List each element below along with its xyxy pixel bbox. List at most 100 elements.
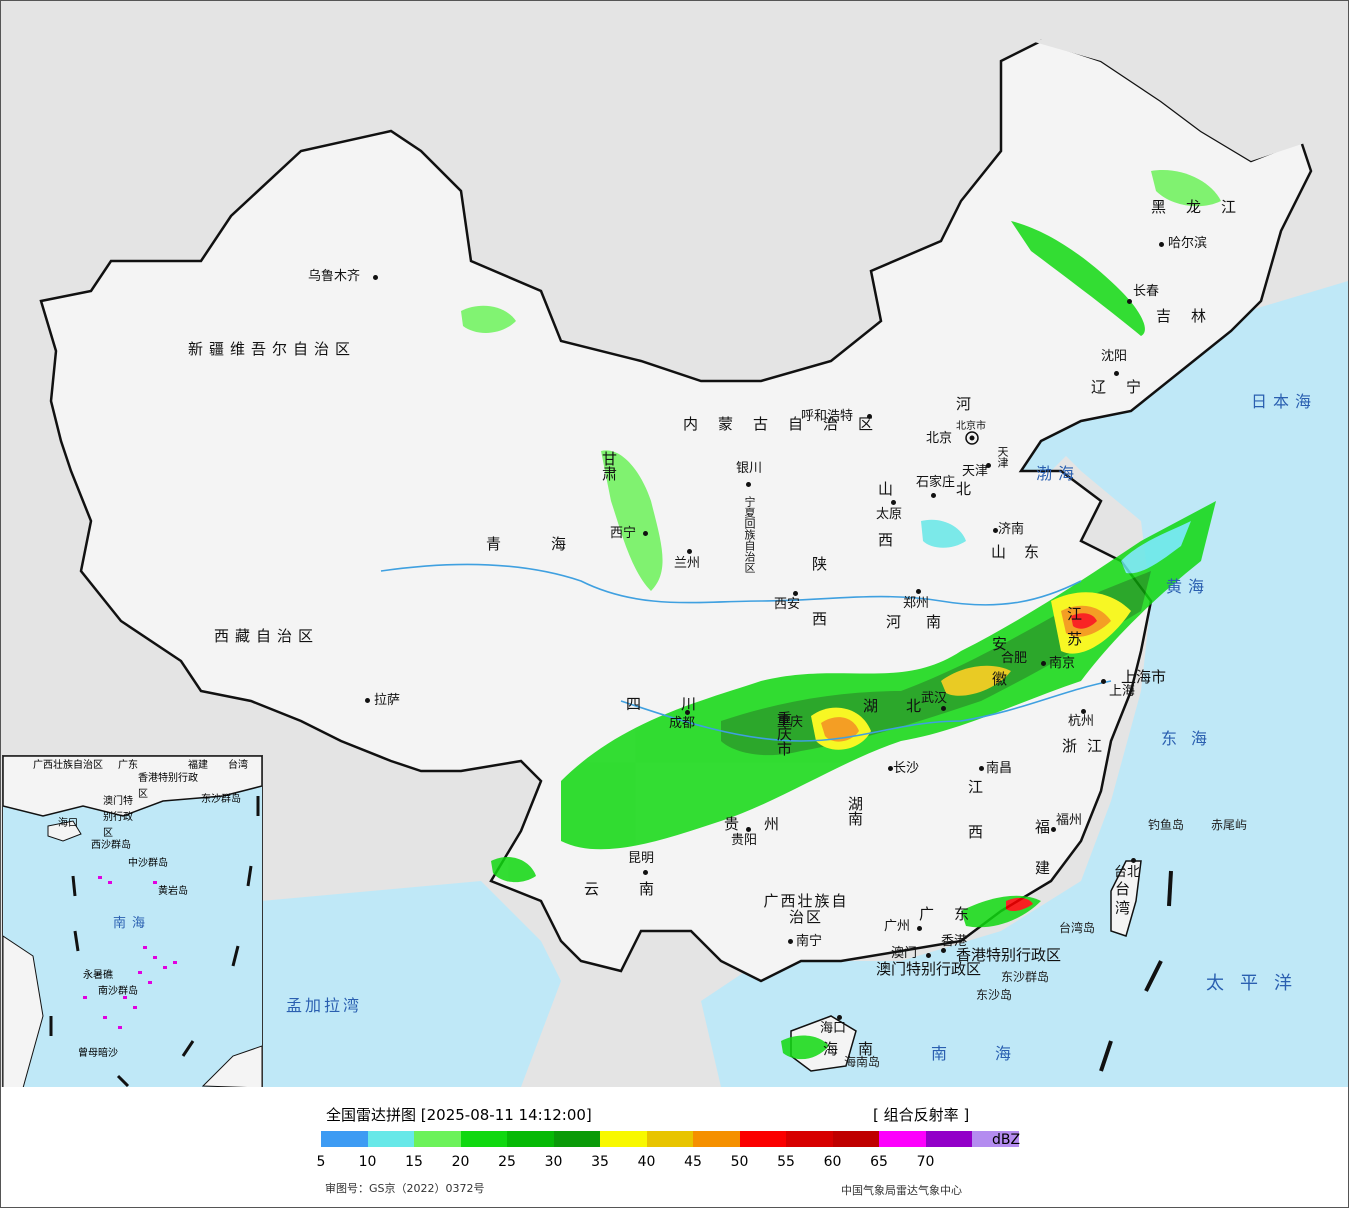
map-canvas: [39, 1, 1348, 1087]
label-hongkong: 香港特别行政区: [956, 946, 1062, 964]
colorbar-tick-label: 50: [730, 1154, 749, 1170]
colorbar-swatch: [925, 1131, 972, 1147]
province-label-shanghai: 上海市: [1121, 668, 1167, 686]
province-label-gansu: 甘肃: [600, 451, 618, 481]
city-label-hefei: 合肥: [1001, 651, 1028, 666]
city-label-guiyang: 贵阳: [731, 833, 758, 848]
city-label-taiyuan: 太原: [876, 507, 903, 522]
city-label-tianjin: 天津: [962, 464, 989, 479]
province-label-tianjin: 天津: [996, 446, 1009, 468]
capital-marker: [965, 431, 979, 445]
province-label-jiangsu: 江苏: [1065, 606, 1083, 656]
province-label-jilin: 吉林: [1156, 307, 1227, 325]
colorbar-swatch: [646, 1131, 693, 1147]
colorbar-tick-label: 55: [777, 1154, 795, 1170]
province-label-chongqing: 重庆市: [775, 711, 793, 756]
inset-label-south-sea: 南海: [113, 916, 152, 931]
province-label-jiangxi: 江西: [966, 779, 984, 869]
inset-label-guangxi: 广西壮族自治区: [33, 760, 103, 771]
colorbar-tick-label: 20: [451, 1154, 470, 1170]
yangtze-river: [620, 680, 1112, 742]
colorbar-swatch: [414, 1131, 461, 1147]
eastern-sea: [701, 281, 1348, 1087]
inset-label-guangdong: 广东: [118, 760, 138, 771]
radar-echoes: [461, 170, 1221, 1060]
province-label-henan: 河南: [886, 613, 967, 631]
colorbar-tick-label: 10: [358, 1154, 377, 1170]
province-label-shandong: 山东: [991, 543, 1058, 561]
province-label-taiwan: 台湾: [1113, 881, 1131, 919]
province-label-qinghai: 青海: [486, 535, 617, 553]
colorbar-swatch: [367, 1131, 414, 1147]
colorbar-swatch: [553, 1131, 600, 1147]
colorbar-tick-label: 35: [591, 1154, 609, 1170]
colorbar-tick-label: 15: [405, 1154, 423, 1170]
colorbar-swatch: [832, 1131, 879, 1147]
province-label-sichuan: 四川: [626, 695, 737, 713]
inset-label-dongsha: 东沙群岛: [201, 794, 241, 805]
province-label-guangxi: 广西壮族自治区: [763, 892, 849, 926]
city-label-nanning: 南宁: [796, 934, 823, 949]
city-label-xian: 西安: [774, 597, 801, 612]
colorbar-tick-label: 70: [916, 1154, 935, 1170]
province-label-xizang: 西藏自治区: [214, 627, 320, 645]
colorbar-swatch: [879, 1131, 926, 1147]
province-label-liaoning: 辽宁: [1091, 378, 1162, 396]
province-label-xinjiang: 新疆维吾尔自治区: [188, 340, 357, 358]
province-label-shanxi: 山西: [876, 481, 894, 583]
city-label-haikou: 海口: [820, 1021, 847, 1036]
dbz-colorbar: [321, 1131, 1019, 1147]
inset-label-nansha: 南沙群岛: [98, 986, 138, 997]
province-label-ningxia: 宁夏回族自治区: [743, 496, 756, 573]
city-label-guangzhou: 广州: [884, 919, 911, 934]
taiwan-island: [1110, 860, 1142, 937]
colorbar-swatch: [321, 1131, 368, 1147]
sea-label-yellow-sea: 黄海: [1166, 577, 1211, 596]
city-label-changchun: 长春: [1133, 284, 1160, 299]
province-label-fujian: 福建: [1033, 819, 1051, 901]
colorbar-tick-label: 5: [316, 1154, 326, 1170]
inset-label-zengmu: 曾母暗沙: [78, 1048, 118, 1059]
province-label-shaanxi: 陕西: [810, 556, 828, 666]
city-label-hangzhou: 杭州: [1068, 714, 1095, 729]
city-label-fuzhou: 福州: [1056, 813, 1083, 828]
city-label-shijiazhuang: 石家庄: [916, 475, 956, 490]
province-label-yunnan: 云南: [584, 880, 695, 898]
legend-product: [ 组合反射率 ]: [873, 1106, 970, 1124]
colorbar-tick-label: 25: [498, 1154, 516, 1170]
province-label-hubei: 湖北: [863, 697, 950, 715]
inset-label-haikou: 海口: [58, 818, 78, 829]
province-label-hainan: 海南: [823, 1040, 894, 1058]
colorbar-swatch: [460, 1131, 507, 1147]
colorbar-swatch: [507, 1131, 554, 1147]
island-label-chiwei: 赤尾屿: [1211, 818, 1248, 832]
data-source-credit: 中国气象局雷达气象中心: [841, 1184, 962, 1197]
city-label-kunming: 昆明: [628, 851, 655, 866]
yellow-river: [380, 563, 1082, 606]
colorbar-tick-label: 40: [637, 1154, 656, 1170]
province-label-guizhou: 贵州: [724, 815, 805, 833]
south-china-sea-inset: 广西壮族自治区 广东 福建 台湾 香港特别行政区 澳门特别行政区 海口 东沙群岛…: [2, 755, 263, 1087]
province-label-neimenggu: 内蒙古自治区: [683, 415, 894, 433]
province-label-zhejiang: 浙江: [1062, 737, 1113, 755]
city-label-changsha: 长沙: [893, 761, 920, 776]
city-label-nanchang: 南昌: [986, 761, 1013, 776]
city-label-lanzhou: 兰州: [674, 556, 701, 571]
city-label-lhasa: 拉萨: [374, 693, 401, 708]
city-label-macau: 澳门: [891, 946, 918, 961]
legend-panel: 全国雷达拼图 [2025-08-11 14:12:00] [ 组合反射率 ] d…: [1, 1088, 1348, 1206]
island-label-hainan: 海南岛: [844, 1055, 881, 1069]
colorbar-tick-label: 45: [684, 1154, 702, 1170]
colorbar-swatch: [972, 1131, 1019, 1147]
sea-label-south-sea: 南海: [931, 1044, 1060, 1063]
city-label-shanghai: 上海: [1109, 684, 1136, 699]
colorbar-swatch: [693, 1131, 740, 1147]
inset-label-huangyan: 黄岩岛: [158, 886, 188, 897]
city-label-shenyang: 沈阳: [1101, 349, 1128, 364]
sea-label-pacific: 太平洋: [1206, 973, 1308, 994]
dash-line: [1099, 870, 1173, 1072]
inset-label-macau: 澳门特别行政区: [103, 796, 133, 839]
island-label-diaoyu: 钓鱼岛: [1148, 818, 1185, 832]
radar-map[interactable]: 新疆维吾尔自治区 西藏自治区 青海 甘肃 四川 云南 内蒙古自治区 黑龙江 吉林…: [1, 1, 1348, 1087]
colorbar-swatch: [739, 1131, 786, 1147]
